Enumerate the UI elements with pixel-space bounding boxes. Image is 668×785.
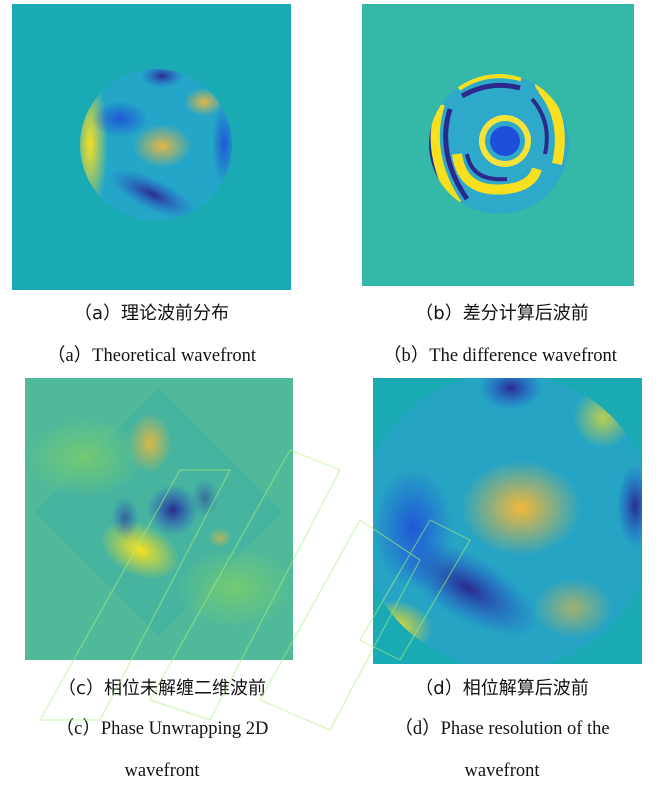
panel-d-image	[373, 378, 642, 664]
panel-d-phase-resolution	[373, 378, 642, 664]
caption-d-en-line1: （d）Phase resolution of the	[394, 719, 610, 739]
caption-b-cn: （b）差分计算后波前	[415, 303, 589, 324]
caption-c-en-line2: wavefront	[124, 761, 200, 781]
caption-c-en-line1: （c）Phase Unwrapping 2D	[55, 719, 269, 739]
panel-c-unwrapping-wavefront	[25, 378, 293, 660]
caption-a-en: （a）Theoretical wavefront	[46, 346, 257, 366]
panel-a-image	[12, 4, 291, 290]
caption-d-en-line2: wavefront	[464, 761, 540, 781]
caption-c-cn: （c）相位未解缠二维波前	[58, 678, 266, 699]
caption-a-cn: （a）理论波前分布	[73, 303, 230, 324]
panel-a-theoretical-wavefront	[12, 4, 291, 290]
caption-b-en: （b）The difference wavefront	[383, 346, 617, 366]
caption-d-cn: （d）相位解算后波前	[415, 678, 589, 699]
panel-b-image	[362, 4, 634, 286]
panel-c-image	[25, 378, 293, 660]
panel-b-difference-wavefront	[362, 4, 634, 286]
